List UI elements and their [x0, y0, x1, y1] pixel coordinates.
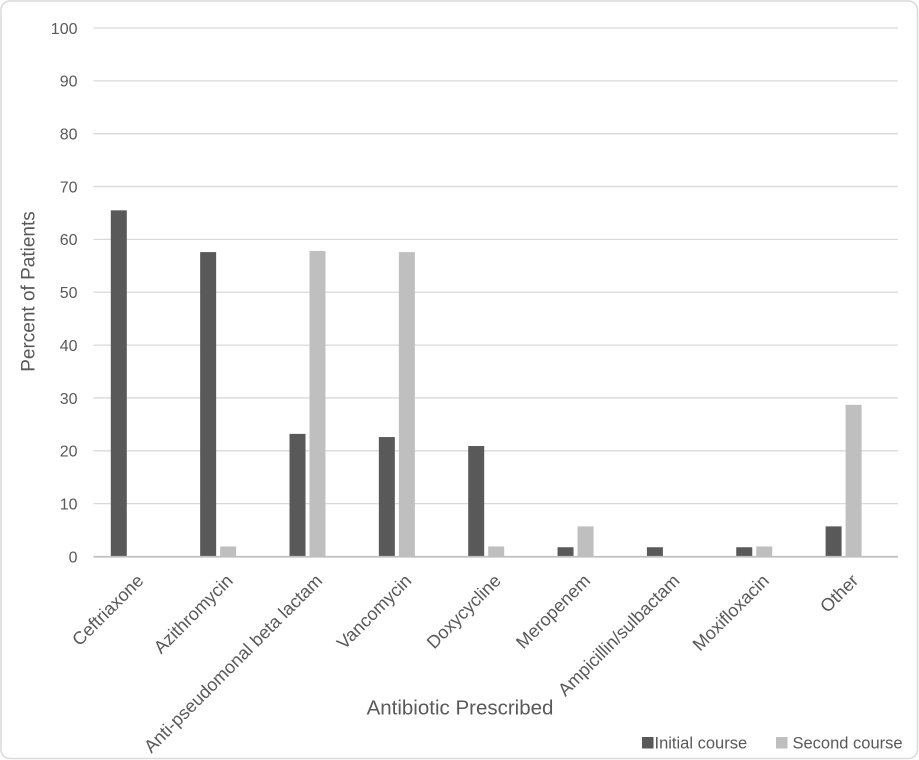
svg-text:90: 90 [60, 74, 78, 91]
svg-text:50: 50 [60, 285, 78, 302]
svg-text:80: 80 [60, 127, 78, 144]
svg-text:Second course: Second course [793, 735, 903, 753]
svg-text:70: 70 [60, 179, 78, 196]
svg-text:Initial course: Initial course [655, 735, 748, 753]
svg-text:30: 30 [60, 391, 78, 408]
svg-text:Antibiotic Prescribed: Antibiotic Prescribed [367, 697, 554, 720]
svg-text:20: 20 [60, 444, 78, 461]
svg-text:10: 10 [60, 496, 78, 513]
svg-text:60: 60 [60, 232, 78, 249]
svg-text:0: 0 [69, 549, 78, 566]
svg-text:Percent of Patients: Percent of Patients [19, 211, 40, 372]
svg-text:100: 100 [51, 21, 78, 38]
svg-text:40: 40 [60, 338, 78, 355]
